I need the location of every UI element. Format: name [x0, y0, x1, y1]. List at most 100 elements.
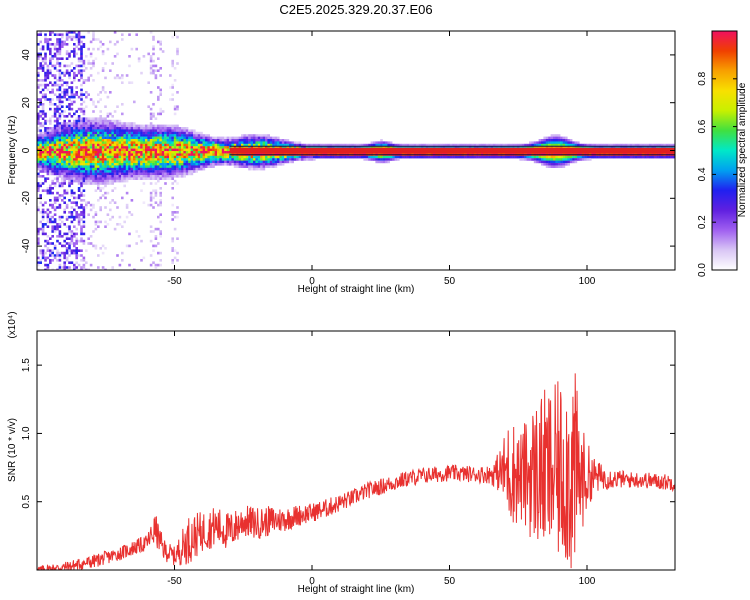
heatmap-cell	[53, 129, 57, 132]
heatmap-cell	[164, 141, 167, 144]
heatmap-cell	[147, 52, 150, 56]
heatmap-cell	[85, 203, 88, 207]
heatmap-cell	[51, 254, 54, 257]
heatmap-cell	[65, 71, 69, 75]
heatmap-cell	[193, 148, 196, 152]
heatmap-cell	[176, 62, 179, 65]
heatmap-cell	[63, 155, 66, 159]
heatmap-cell	[77, 139, 81, 142]
heatmap-cell	[171, 182, 174, 185]
heatmap-cell	[286, 139, 290, 142]
heatmap-cell	[37, 153, 40, 156]
heatmap-cell	[125, 206, 129, 209]
heatmap-cell	[351, 155, 354, 159]
heatmap-cell	[106, 163, 110, 166]
heatmap-cell	[97, 122, 100, 125]
heatmap-cell	[63, 163, 66, 166]
y-tick-label: 1.5	[21, 358, 32, 372]
heatmap-cell	[65, 69, 69, 72]
heatmap-cell	[286, 155, 290, 159]
heatmap-cell	[550, 141, 554, 144]
heatmap-cell	[173, 134, 177, 137]
heatmap-cell	[154, 76, 158, 80]
colorbar: 0.00.20.40.60.8 Normalized spectral ampl…	[697, 30, 748, 277]
heatmap-cell	[243, 136, 246, 140]
heatmap-cell	[70, 249, 74, 252]
heatmap-cell	[224, 163, 227, 166]
heatmap-cell	[145, 167, 148, 171]
heatmap-cell	[99, 247, 102, 250]
heatmap-cell	[80, 230, 83, 233]
heatmap-cell	[41, 208, 45, 212]
heatmap-cell	[41, 69, 45, 72]
heatmap-cell	[560, 143, 563, 147]
heatmap-cell	[145, 151, 148, 154]
heatmap-cell	[109, 148, 112, 152]
heatmap-cell	[99, 189, 102, 192]
heatmap-cell	[339, 155, 342, 159]
heatmap-cell	[173, 167, 177, 171]
heatmap-cell	[89, 165, 93, 168]
heatmap-cell	[41, 93, 45, 96]
heatmap-cell	[589, 158, 592, 161]
heatmap-cell	[308, 155, 311, 159]
heatmap-cell	[46, 98, 50, 101]
heatmap-cell	[111, 151, 114, 154]
snr-y-multiplier: (x10⁴)	[7, 311, 18, 338]
heatmap-cell	[226, 153, 230, 156]
heatmap-cell	[97, 153, 100, 156]
heatmap-cell	[538, 139, 542, 142]
heatmap-cell	[104, 196, 107, 200]
heatmap-cell	[37, 239, 40, 243]
heatmap-cell	[39, 261, 42, 264]
heatmap-cell	[221, 163, 225, 166]
heatmap-cell	[75, 136, 78, 140]
heatmap-cell	[541, 160, 544, 164]
heatmap-cell	[53, 93, 57, 96]
heatmap-cell	[157, 155, 160, 159]
heatmap-cell	[365, 143, 369, 147]
heatmap-cell	[85, 172, 88, 176]
heatmap-cell	[85, 146, 88, 149]
heatmap-cell	[58, 148, 62, 152]
heatmap-cell	[394, 146, 398, 149]
heatmap-cell	[315, 143, 318, 147]
heatmap-cell	[550, 163, 554, 166]
heatmap-cell	[85, 165, 88, 168]
heatmap-cell	[260, 146, 263, 149]
heatmap-cell	[82, 263, 86, 267]
heatmap-cell	[39, 201, 42, 204]
heatmap-cell	[231, 160, 234, 164]
heatmap-cell	[169, 175, 172, 178]
heatmap-cell	[70, 215, 74, 219]
heatmap-cell	[37, 232, 40, 236]
heatmap-cell	[68, 170, 71, 173]
heatmap-cell	[550, 155, 554, 159]
heatmap-cell	[37, 52, 40, 56]
heatmap-cell	[92, 182, 95, 185]
heatmap-cell	[58, 83, 62, 87]
heatmap-cell	[411, 143, 414, 147]
heatmap-cell	[97, 160, 100, 164]
heatmap-cell	[37, 98, 40, 101]
heatmap-cell	[97, 136, 100, 140]
heatmap-cell	[82, 35, 86, 39]
heatmap-cell	[185, 143, 189, 147]
heatmap-cell	[173, 148, 177, 152]
heatmap-cell	[49, 31, 52, 34]
heatmap-cell	[111, 143, 114, 147]
heatmap-cell	[77, 213, 81, 216]
heatmap-cell	[224, 146, 227, 149]
heatmap-cell	[70, 151, 74, 154]
heatmap-cell	[550, 146, 554, 149]
heatmap-cell	[250, 167, 254, 171]
heatmap-cell	[111, 155, 114, 159]
heatmap-cell	[241, 134, 244, 137]
heatmap-cell	[147, 131, 150, 135]
heatmap-cell	[185, 134, 189, 137]
heatmap-cell	[154, 69, 158, 72]
heatmap-cell	[80, 232, 83, 236]
heatmap-cell	[44, 151, 47, 154]
heatmap-cell	[89, 134, 93, 137]
heatmap-cell	[142, 177, 146, 180]
